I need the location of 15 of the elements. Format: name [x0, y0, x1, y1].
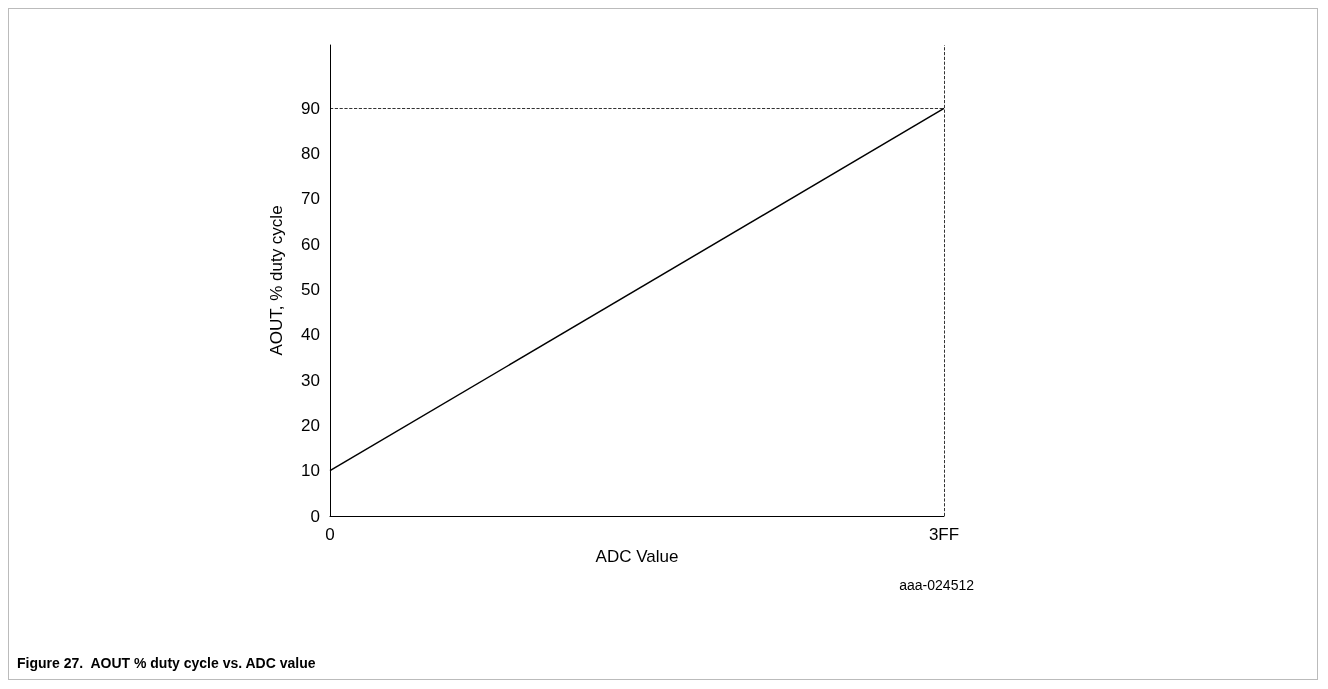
y-tick-label: 30	[301, 370, 320, 390]
text: Figure 27. AOUT % duty cycle vs. ADC value	[17, 655, 316, 671]
y-axis-title: AOUT, % duty cycle	[267, 205, 286, 356]
y-tick-label: 50	[301, 280, 320, 300]
x-tick-label: 3FF	[928, 525, 960, 544]
y-tick-label: 80	[301, 144, 320, 164]
y-tick-label: 70	[301, 189, 320, 209]
text: aaa-024512	[899, 577, 975, 593]
y-tick-label: 10	[301, 461, 320, 481]
x-axis-title: ADC Value	[595, 546, 679, 566]
y-tick-label: 20	[301, 415, 320, 435]
y-tick-label: 0	[310, 506, 320, 526]
y-tick-label: 60	[301, 234, 320, 254]
y-tick-label: 40	[301, 325, 320, 345]
y-tick-label: 90	[301, 98, 320, 118]
